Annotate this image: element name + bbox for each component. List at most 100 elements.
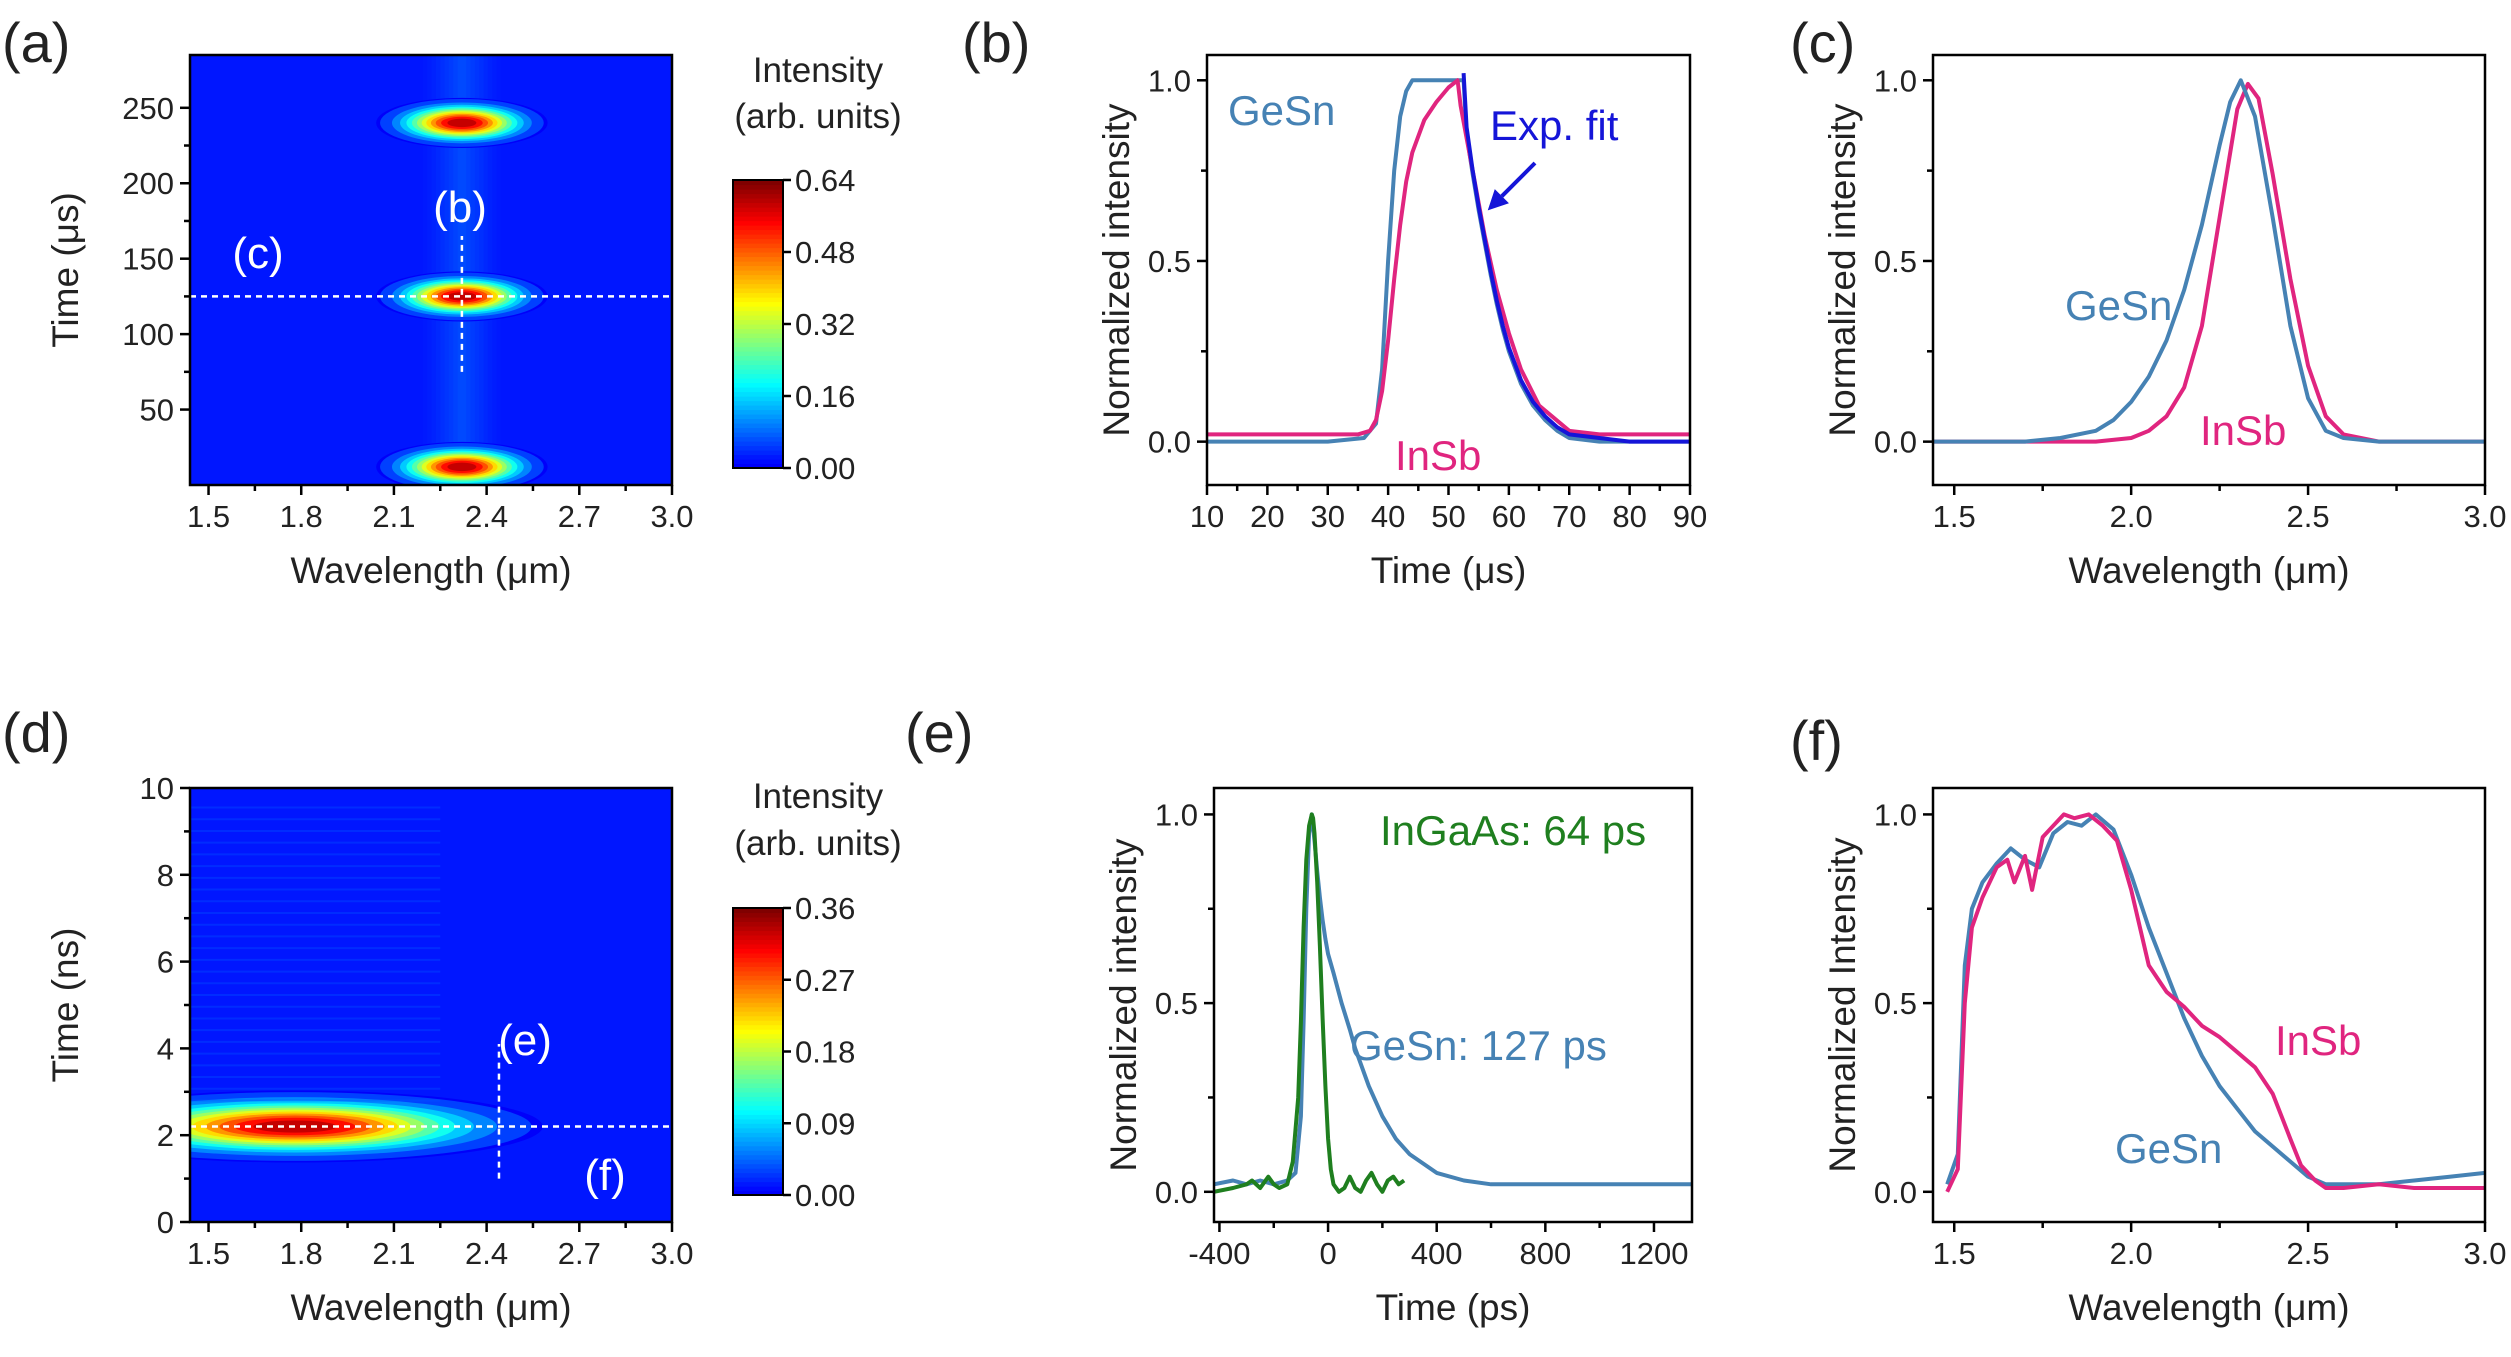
x-axis-title: Wavelength (μm) (290, 550, 571, 591)
x-tick-label: 1.5 (187, 1236, 230, 1271)
y-axis-title: Normalized Intensity (1822, 837, 1863, 1173)
panel-c: GeSn InSb 1.5 2.0 2.5 3.0 0.0 0.5 1.0 Wavelength … (1790, 11, 2507, 591)
colorbar-swatch (733, 1150, 783, 1156)
colorbar-swatch (733, 360, 783, 366)
y-tick-label: 4 (157, 1031, 174, 1066)
marker-label: (f) (584, 1151, 626, 1200)
panel-a: (b) (c) 0.00 0.16 0.32 0.48 0.64 Intensity (arb.… (2, 11, 902, 591)
x-tick-label: 2.5 (2287, 1236, 2330, 1271)
colorbar-swatch (733, 1100, 783, 1106)
panel-f: InSb GeSn 1.5 2.0 2.5 3.0 0.0 0.5 1.0 Wavelength … (1790, 709, 2507, 1328)
y-tick-label: 8 (157, 858, 174, 893)
colorbar-swatch (733, 387, 783, 393)
series-label: GeSn (1228, 87, 1335, 134)
colorbar-swatch (733, 1029, 783, 1035)
colorbar-swatch (733, 396, 783, 402)
colorbar-subtitle: (arb. units) (734, 97, 901, 136)
series-label: Exp. fit (1490, 102, 1619, 149)
colorbar-swatch (733, 252, 783, 258)
colorbar-swatch (733, 279, 783, 285)
plot-area (1945, 812, 2485, 1193)
colorbar-swatch (733, 1181, 783, 1187)
colorbar-swatch (733, 382, 783, 388)
y-tick-label: 6 (157, 945, 174, 980)
series-label: InGaAs: 64 ps (1380, 807, 1646, 854)
colorbar-swatch (733, 261, 783, 267)
panel-label: (c) (1790, 11, 1855, 74)
y-tick-label: 0 (157, 1205, 174, 1240)
colorbar-swatch (733, 1114, 783, 1120)
y-tick-label: 0.5 (1155, 986, 1198, 1021)
colorbar-swatch (733, 423, 783, 429)
heatmap-blob (376, 441, 548, 485)
colorbar-swatch (733, 957, 783, 963)
colorbar-swatch (733, 328, 783, 334)
y-axis-title: Normalized intensity (1096, 103, 1137, 437)
x-tick-label: 1.5 (1933, 499, 1976, 534)
x-tick-label: 3.0 (2463, 1236, 2506, 1271)
colorbar-swatch (733, 984, 783, 990)
colorbar-tick-label: 0.32 (795, 307, 855, 342)
colorbar-swatch (733, 378, 783, 384)
colorbar-tick-label: 0.09 (795, 1106, 855, 1141)
marker-label: (b) (433, 183, 487, 232)
y-axis-title: Time (μs) (45, 192, 86, 348)
colorbar-swatch (733, 1105, 783, 1111)
colorbar-swatch (733, 930, 783, 936)
marker-label: (c) (232, 229, 283, 278)
y-tick-label: 100 (122, 317, 174, 352)
colorbar-subtitle: (arb. units) (734, 824, 901, 863)
plot-area (1207, 72, 1690, 444)
x-tick-label: 40 (1371, 499, 1405, 534)
colorbar-swatch (733, 337, 783, 343)
colorbar-swatch (733, 333, 783, 339)
colorbar-swatch (733, 1073, 783, 1080)
colorbar-swatch (733, 939, 783, 945)
x-tick-label: 800 (1519, 1236, 1571, 1271)
y-tick-label: 50 (140, 393, 174, 428)
x-tick-label: 70 (1552, 499, 1586, 534)
heatmap-area (190, 788, 672, 1222)
x-tick-label: 2.7 (558, 1236, 601, 1271)
y-tick-label: 0.0 (1874, 1175, 1917, 1210)
series-label: GeSn: 127 ps (1350, 1022, 1607, 1069)
series-line-insb (1933, 81, 2485, 444)
x-tick-label: 1.8 (280, 1236, 323, 1271)
colorbar-swatch (733, 207, 783, 213)
panel-e: InGaAs: 64 ps GeSn: 127 ps -400 0 400 800 1200… (905, 701, 1694, 1328)
colorbar-swatch (733, 238, 783, 244)
colorbar-swatch (733, 1038, 783, 1044)
colorbar-swatch (733, 1087, 783, 1093)
colorbar-swatch (733, 202, 783, 208)
plot-frame (1212, 786, 1694, 1224)
panel-label: (e) (905, 701, 973, 764)
colorbar-swatch (733, 1091, 783, 1097)
plot-frame (188, 53, 674, 487)
series-label: GeSn (2065, 282, 2172, 329)
colorbar-swatch (733, 1172, 783, 1178)
colorbar-swatch (733, 1060, 783, 1066)
plot-frame (1931, 53, 2487, 487)
panel-label: (d) (2, 701, 70, 764)
colorbar-swatch (733, 1145, 783, 1151)
colorbar-swatch (733, 265, 783, 271)
y-tick-label: 1.0 (1148, 63, 1191, 98)
x-axis-title: Wavelength (μm) (290, 1287, 571, 1328)
x-tick-label: 2.0 (2110, 499, 2153, 534)
colorbar-swatch (733, 948, 783, 954)
colorbar-swatch (733, 355, 783, 361)
y-tick-label: 0.0 (1148, 425, 1191, 460)
colorbar-swatch (733, 414, 783, 420)
plot-area (1214, 812, 1692, 1194)
colorbar-swatch (733, 1055, 783, 1062)
x-tick-label: 80 (1612, 499, 1646, 534)
colorbar-swatch (733, 445, 783, 451)
colorbar-swatch (733, 315, 783, 321)
colorbar-swatch (733, 301, 783, 307)
colorbar-swatch (733, 225, 783, 231)
x-axis-title: Time (ps) (1376, 1287, 1531, 1328)
series-label: InSb (1395, 432, 1481, 479)
colorbar-swatch (733, 1154, 783, 1160)
colorbar-swatch (733, 418, 783, 424)
